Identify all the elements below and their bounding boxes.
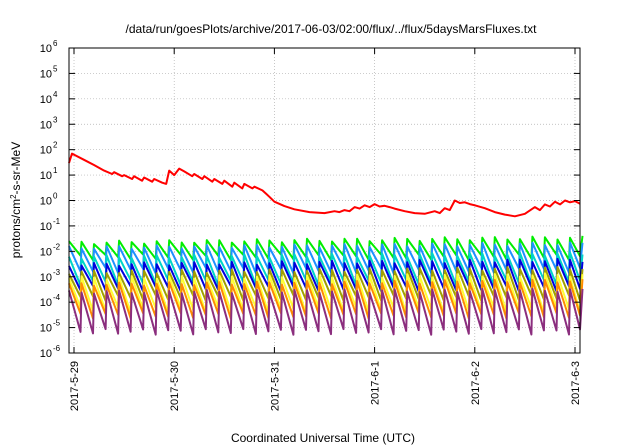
series-line [68, 235, 584, 262]
y-tick-label: 10 [40, 323, 52, 335]
y-axis-label-rest: -s-sr-MeV [9, 142, 23, 195]
y-tick-label: 10 [40, 145, 52, 157]
y-tick-label: 10 [40, 297, 52, 309]
series-line [68, 287, 584, 336]
y-axis-label-main: protons/cm [9, 199, 23, 258]
y-tick-label: 10 [40, 119, 52, 131]
y-tick-exponent: -5 [53, 319, 61, 328]
y-tick-exponent: -2 [53, 242, 61, 251]
y-tick-label: 10 [40, 68, 52, 80]
x-axis-ticks: 2017-5-29 2017-5-30 2017-5-31 2017-6-1 2017-… [69, 48, 582, 411]
y-tick-exponent: 6 [53, 39, 58, 48]
series-layer [68, 152, 584, 336]
plot-frame [68, 47, 581, 354]
x-tick-label: 2017-6-2 [470, 361, 482, 405]
y-tick-label: 10 [40, 246, 52, 258]
y-tick-exponent: -6 [53, 344, 61, 353]
y-tick-label: 10 [40, 170, 52, 182]
y-tick-exponent: -3 [53, 268, 61, 277]
y-axis-label-sup: 2 [9, 194, 18, 199]
y-tick-exponent: 2 [53, 141, 58, 150]
y-tick-exponent: 5 [53, 64, 58, 73]
y-tick-label: 10 [40, 348, 52, 360]
y-tick-label: 10 [40, 272, 52, 284]
y-tick-label: 10 [40, 94, 52, 106]
y-tick-exponent: -1 [53, 217, 61, 226]
x-tick-label: 2017-5-31 [269, 361, 281, 411]
y-tick-exponent: 4 [53, 90, 58, 99]
x-tick-label: 2017-6-1 [370, 361, 382, 405]
x-tick-label: 2017-6-3 [570, 361, 582, 405]
y-tick-label: 10 [40, 196, 52, 208]
chart-title: /data/run/goesPlots/archive/2017-06-03/0… [126, 22, 538, 36]
y-tick-label: 10 [40, 221, 52, 233]
grid [69, 48, 580, 353]
x-tick-label: 2017-5-29 [69, 361, 81, 411]
series-line [68, 152, 581, 218]
y-axis-ticks: 10 -610 -510 -410 -310 -210 -110 010 110 210 310 41… [40, 39, 580, 360]
y-tick-exponent: 3 [53, 115, 58, 124]
y-tick-exponent: -4 [53, 293, 61, 302]
x-axis-label: Coordinated Universal Time (UTC) [231, 431, 415, 445]
x-tick-label: 2017-5-30 [169, 361, 181, 411]
y-tick-exponent: 1 [53, 166, 58, 175]
y-axis-label: protons/cm2-s-sr-MeV [9, 142, 24, 258]
y-tick-label: 10 [40, 43, 52, 55]
y-tick-exponent: 0 [53, 192, 58, 201]
